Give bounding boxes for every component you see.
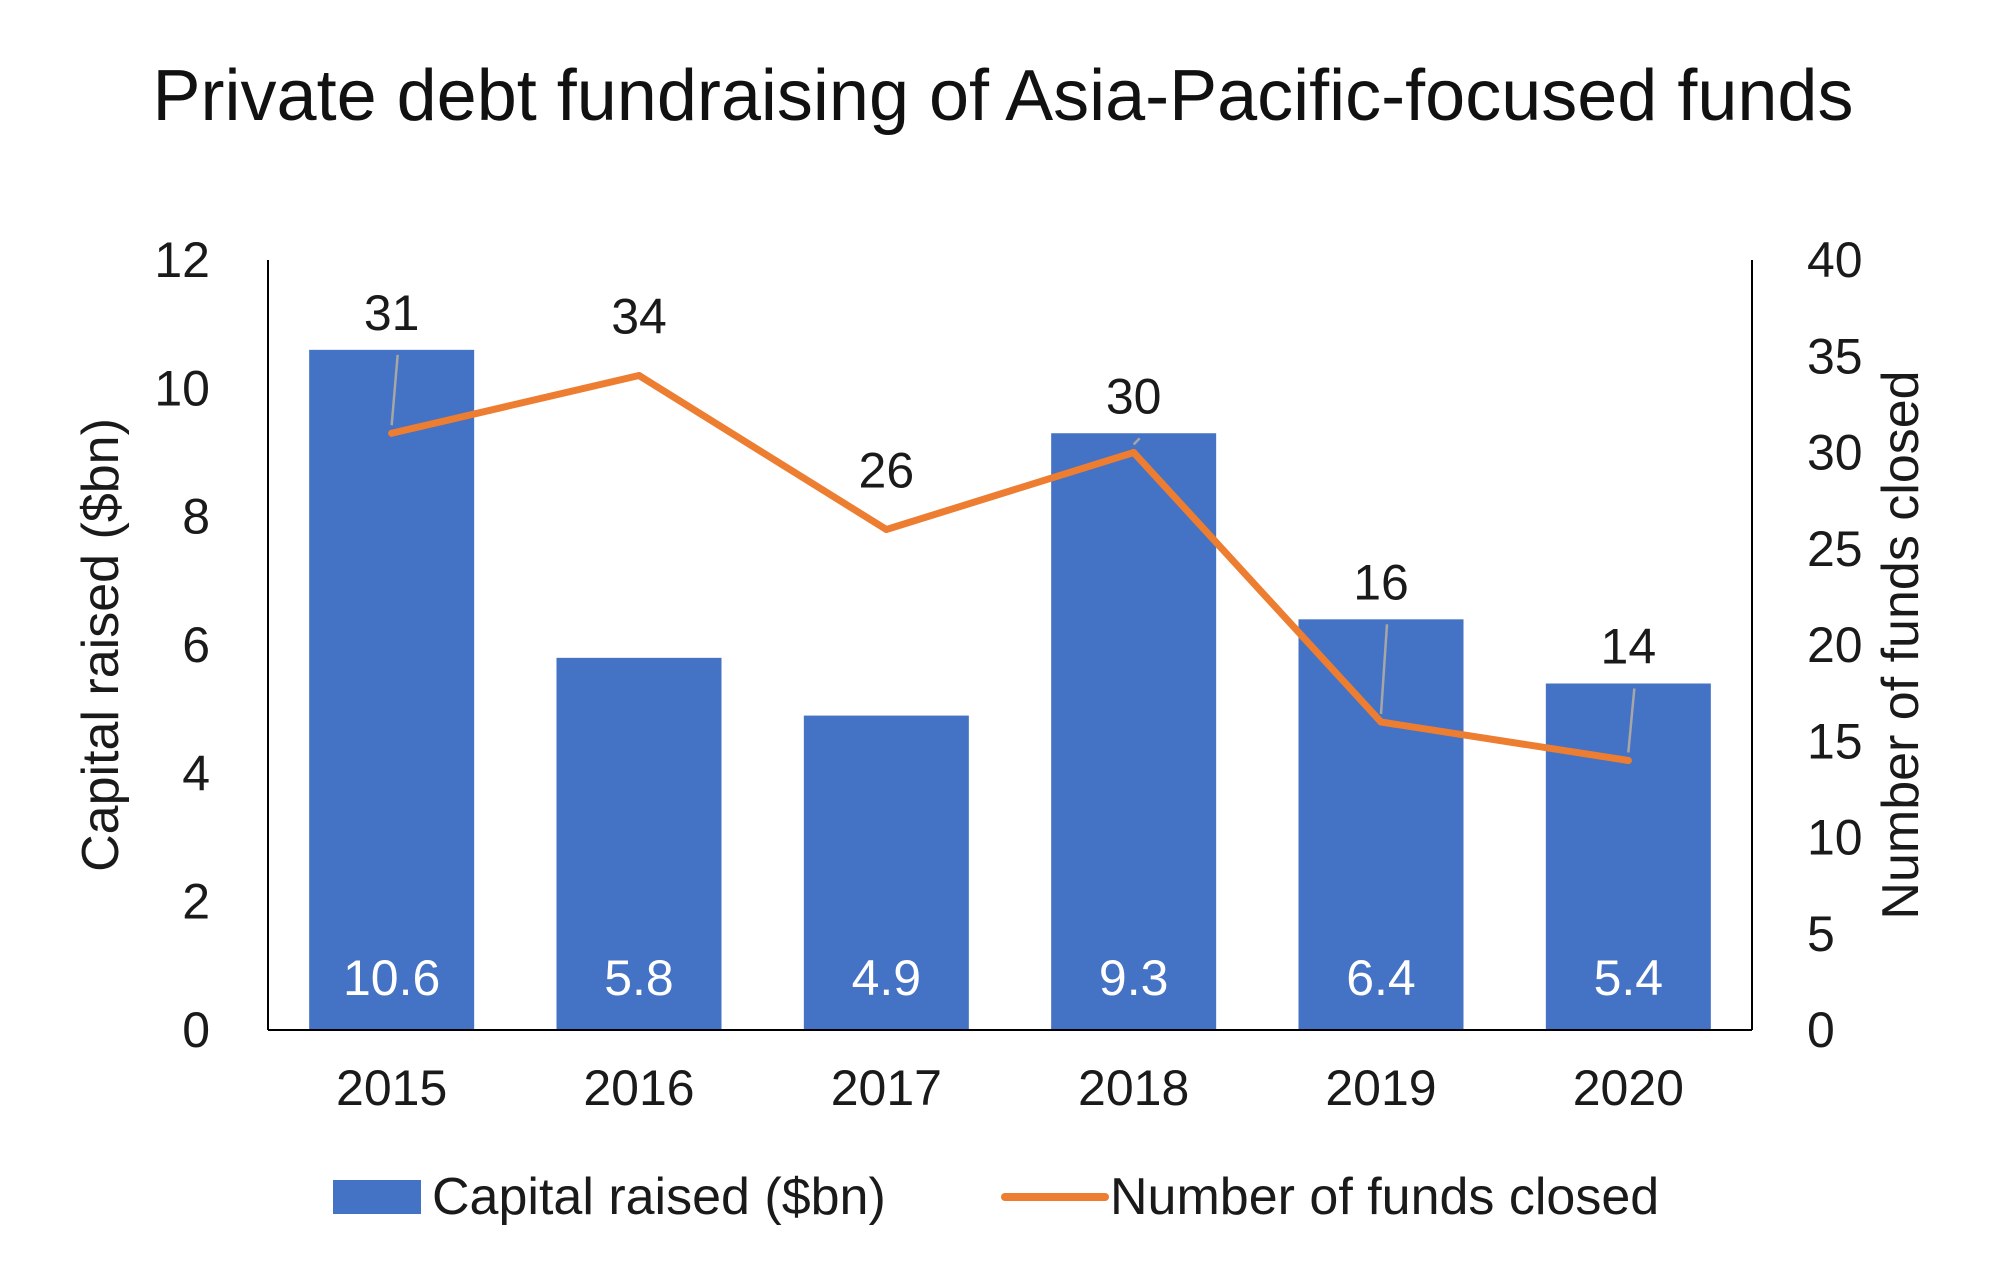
left-axis-title: Capital raised ($bn) (72, 418, 130, 872)
bar-value-label-2020: 5.4 (1594, 950, 1664, 1006)
bar-2019 (1298, 619, 1464, 1030)
leader-lines-group (390, 354, 1636, 753)
line-labels-group: 31 34 26 30 16 14 (364, 285, 1656, 675)
leader-line-2020 (1627, 688, 1636, 753)
bars-group (309, 349, 1711, 1030)
left-tick-8: 8 (182, 489, 210, 545)
line-value-label-2019: 16 (1353, 554, 1409, 610)
axes-group (267, 260, 1753, 1031)
left-tick-12: 12 (154, 232, 210, 288)
x-tick-2019: 2019 (1325, 1060, 1436, 1116)
line-value-label-2017: 26 (859, 443, 915, 499)
right-tick-20: 20 (1807, 617, 1863, 673)
leader-line-2019 (1379, 624, 1389, 715)
bar-value-label-2016: 5.8 (604, 950, 674, 1006)
leader-line-2018 (1132, 437, 1141, 446)
bar-2015 (309, 349, 475, 1030)
line-point-2017 (882, 526, 890, 533)
line-point-2019 (1377, 718, 1385, 726)
line-value-label-2018: 30 (1106, 368, 1162, 424)
line-point-2018 (1130, 449, 1138, 456)
x-tick-2015: 2015 (336, 1060, 447, 1116)
right-tick-25: 25 (1807, 521, 1863, 577)
right-tick-0: 0 (1807, 1002, 1835, 1058)
legend-bar-label: Capital raised ($bn) (432, 1168, 886, 1226)
bar-value-label-2015: 10.6 (343, 950, 440, 1006)
line-point-2016 (635, 372, 643, 379)
left-tick-6: 6 (182, 617, 210, 673)
x-axis-ticks: 2015 2016 2017 2018 2019 2020 (336, 1060, 1684, 1116)
bar-2016 (556, 657, 722, 1030)
left-tick-4: 4 (182, 745, 210, 801)
legend-line-label: Number of funds closed (1110, 1168, 1659, 1226)
line-point-2015 (388, 429, 396, 437)
line-number-of-funds-closed (388, 372, 1632, 764)
right-tick-15: 15 (1807, 713, 1863, 769)
right-tick-5: 5 (1807, 906, 1835, 962)
left-tick-10: 10 (154, 360, 210, 416)
right-tick-10: 10 (1807, 810, 1863, 866)
line-value-label-2016: 34 (611, 289, 667, 345)
right-axis-ticks: 0 5 10 15 20 25 30 35 40 (1807, 232, 1863, 1058)
x-tick-2020: 2020 (1573, 1060, 1684, 1116)
right-axis-title: Number of funds closed (1872, 370, 1930, 919)
line-value-label-2015: 31 (364, 285, 420, 341)
x-tick-2018: 2018 (1078, 1060, 1189, 1116)
chart-title: Private debt fundraising of Asia-Pacific… (153, 56, 1854, 136)
line-series-group (388, 372, 1632, 764)
legend: Capital raised ($bn) Number of funds clo… (333, 1168, 1659, 1226)
x-tick-2016: 2016 (583, 1060, 694, 1116)
left-tick-2: 2 (182, 874, 210, 930)
bar-2017 (803, 715, 969, 1030)
bar-value-label-2018: 9.3 (1099, 950, 1169, 1006)
bar-2018 (1051, 433, 1217, 1030)
x-tick-2017: 2017 (831, 1060, 942, 1116)
line-value-label-2020: 14 (1601, 619, 1657, 675)
right-tick-35: 35 (1807, 328, 1863, 384)
left-axis-ticks: 0 2 4 6 8 10 12 (154, 232, 210, 1058)
legend-bar-swatch (333, 1180, 421, 1214)
bar-value-label-2017: 4.9 (852, 950, 922, 1006)
right-tick-40: 40 (1807, 232, 1863, 288)
left-tick-0: 0 (182, 1002, 210, 1058)
bar-value-label-2019: 6.4 (1346, 950, 1416, 1006)
leader-line-2015 (390, 354, 399, 426)
bar-labels-group: 10.6 5.8 4.9 9.3 6.4 5.4 (343, 950, 1663, 1006)
line-point-2020 (1624, 757, 1632, 764)
right-tick-30: 30 (1807, 425, 1863, 481)
